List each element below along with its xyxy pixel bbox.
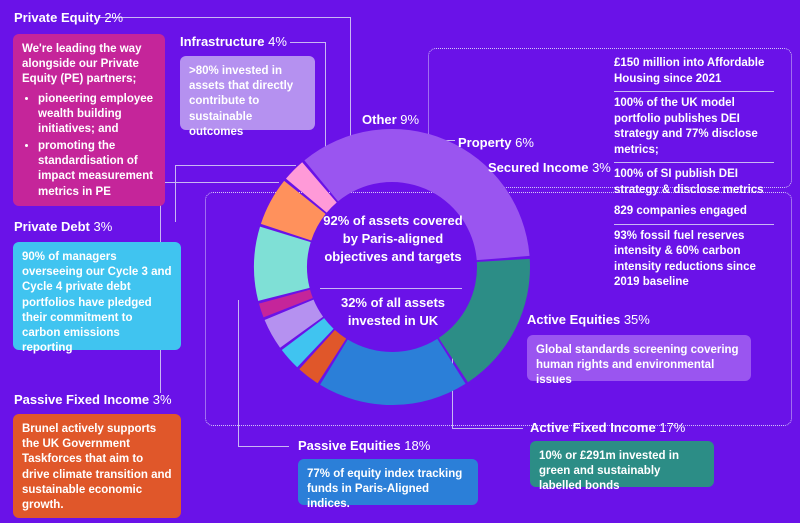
card-active-equities: Global standards screening covering huma… [527,335,751,386]
label-name: Passive Equities [298,438,401,453]
card-passive-equities: 77% of equity index tracking funds in Pa… [298,459,478,510]
label-private-debt: Private Debt 3% [14,219,112,234]
card-private-equity: We're leading the way alongside our Priv… [13,34,165,206]
donut-segment-passive-equities [320,338,466,405]
right-top-item-1: £150 million into Affordable Housing sin… [614,57,765,85]
donut-segment-private-equity [258,289,313,318]
label-pct: 17% [659,420,686,435]
right-top-divider-2 [614,162,774,164]
card-private-equity-intro: We're leading the way alongside our Priv… [22,43,142,86]
label-name: Active Equities [527,312,621,327]
label-name: Passive Fixed Income [14,392,150,407]
label-name: Infrastructure [180,34,265,49]
label-private-equity: Private Equity 2% [14,10,123,25]
label-infrastructure: Infrastructure 4% [180,34,287,49]
label-name: Property [458,135,512,150]
donut-segment-private-debt [281,318,334,368]
label-pct: 6% [515,135,534,150]
right-top-panel: £150 million into Affordable Housing sin… [614,56,782,198]
label-pct: 4% [268,34,287,49]
donut-segment-infrastructure [264,299,324,348]
label-active-equities: Active Equities 35% [527,312,650,327]
label-pct: 9% [400,112,420,127]
right-mid-divider [614,223,774,225]
right-mid-item-2: 93% fossil fuel reserves intensity & 60%… [614,229,756,289]
label-name: Private Debt [14,219,90,234]
card-active-fixed-income: 10% or £291m invested in green and susta… [530,441,714,492]
label-pct: 3% [93,219,113,234]
card-infrastructure: >80% invested in assets that directly co… [180,56,315,138]
label-name: Other [362,112,397,127]
donut-segment-secured-income [285,162,337,213]
label-pct: 18% [404,438,431,453]
donut-segment-active-fixed-income [438,258,530,383]
connector-infrastructure [290,42,326,153]
center-uk-text: 32% of all assets invested in UK [340,295,446,328]
card-private-equity-list: pioneering employee wealth building init… [22,92,156,200]
connector-passive-equities [238,300,289,447]
label-property: Property 6% [458,135,534,150]
label-name: Private Equity [14,10,101,25]
card-private-equity-bullet-2: promoting the standardisation of impact … [38,139,156,200]
label-passive-equities: Passive Equities 18% [298,438,430,453]
label-name: Active Fixed Income [530,420,656,435]
right-top-item-2: 100% of the UK model portfolio publishes… [614,97,758,156]
label-secured-income: Secured Income 3% [488,160,611,175]
center-paris-text: 92% of assets covered by Paris-aligned o… [323,213,463,264]
right-top-panel-border [428,48,792,188]
label-other: Other 9% [362,112,419,127]
label-pct: 2% [104,10,124,25]
connector-private-debt [175,165,296,222]
right-mid-panel: 829 companies engaged 93% fossil fuel re… [614,204,782,291]
donut-segment-active-equities [304,128,530,261]
label-pct: 3% [152,392,172,407]
label-active-fixed-income: Active Fixed Income 17% [530,420,685,435]
center-divider [320,288,462,289]
card-passive-fixed-income: Brunel actively supports the UK Governme… [13,414,181,518]
right-mid-item-1: 829 companies engaged [614,205,747,217]
label-pct: 3% [592,160,611,175]
right-top-item-3: 100% of SI publish DEI strategy & disclo… [614,168,764,196]
label-name: Secured Income [488,160,589,175]
donut-segment-other [254,226,311,301]
donut-segment-property [260,180,326,241]
label-passive-fixed-income: Passive Fixed Income 3% [14,392,172,407]
connector-private-equity [98,17,351,136]
right-top-divider-1 [614,91,774,93]
label-pct: 35% [623,312,650,327]
donut-segment-passive-fixed-income [299,329,347,384]
card-private-debt: 90% of managers overseeing our Cycle 3 a… [13,242,181,354]
card-private-equity-bullet-1: pioneering employee wealth building init… [38,92,156,138]
